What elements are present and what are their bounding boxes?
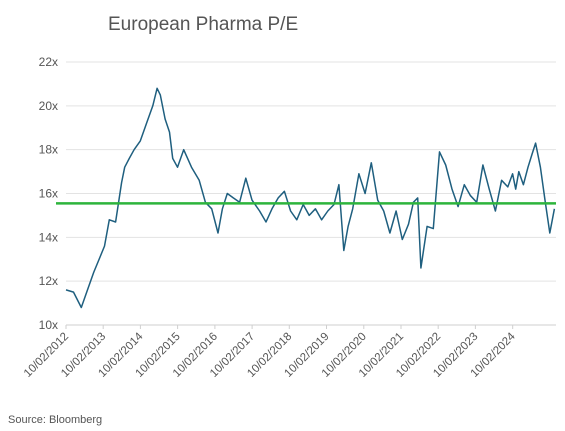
y-tick-label: 20x — [39, 99, 58, 113]
y-tick-label: 16x — [39, 187, 58, 201]
series-line — [65, 87, 556, 309]
grid — [66, 61, 556, 326]
chart-title: European Pharma P/E — [108, 14, 298, 35]
source-note: Source: Bloomberg — [8, 414, 102, 426]
y-tick-label: 18x — [39, 143, 58, 157]
y-axis-ticks: 10x 12x 14x 16x 18x 20x 22x — [39, 55, 58, 332]
y-tick-label: 12x — [39, 274, 58, 288]
y-tick-label: 22x — [39, 55, 58, 69]
y-tick-label: 10x — [39, 318, 58, 332]
series-layer — [65, 87, 556, 309]
x-axis-ticks: 10/02/201210/02/201310/02/201410/02/2015… — [22, 325, 518, 380]
y-tick-label: 14x — [39, 230, 58, 244]
